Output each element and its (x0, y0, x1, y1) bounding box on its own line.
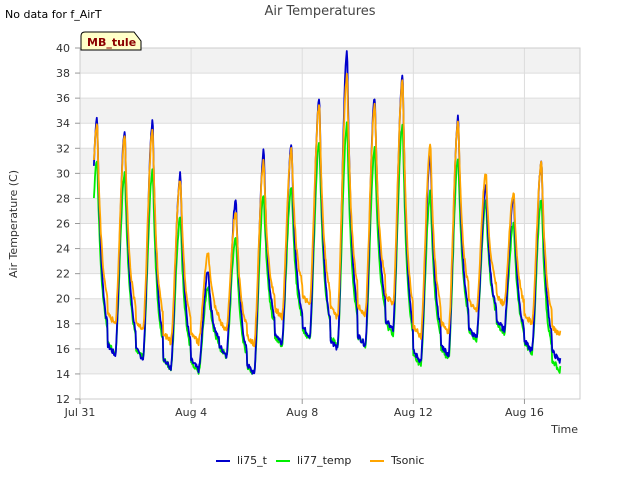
x-tick-label: Aug 4 (175, 406, 207, 419)
station-badge-box (80, 31, 142, 51)
y-tick-label: 22 (56, 268, 70, 281)
station-badge-label: MB_tule (87, 36, 136, 49)
y-tick-label: 26 (56, 218, 70, 231)
band (80, 248, 580, 274)
x-axis-title: Time (550, 423, 578, 436)
band (80, 348, 580, 374)
series-line-tsonic (93, 72, 562, 348)
x-tick-label: Aug 12 (394, 406, 433, 419)
band (80, 73, 580, 99)
legend-label: li75_t (237, 454, 268, 467)
chart-title: Air Temperatures (264, 4, 375, 19)
y-tick-label: 24 (56, 243, 70, 256)
band (80, 223, 580, 249)
x-tick-label: Jul 31 (64, 406, 96, 419)
x-tick-label: Aug 16 (505, 406, 544, 419)
y-tick-label: 30 (56, 167, 70, 180)
y-axis-ticks: 12 14 16 18 20 22 24 26 28 30 32 34 36 38 40 (56, 42, 80, 406)
y-tick-label: 20 (56, 293, 70, 306)
y-tick-label: 36 (56, 92, 70, 105)
band (80, 98, 580, 124)
y-tick-label: 34 (56, 117, 70, 130)
legend-label: Tsonic (390, 454, 424, 467)
y-tick-label: 14 (56, 368, 70, 381)
legend: li75_t li77_temp Tsonic (216, 454, 424, 467)
band (80, 123, 580, 149)
legend-label: li77_temp (297, 454, 351, 467)
y-tick-label: 18 (56, 318, 70, 331)
station-badge: MB_tule (80, 31, 142, 51)
y-tick-label: 28 (56, 192, 70, 205)
band (80, 373, 580, 399)
band (80, 48, 580, 74)
y-tick-label: 32 (56, 142, 70, 155)
y-tick-label: 38 (56, 67, 70, 80)
x-tick-label: Aug 8 (286, 406, 318, 419)
band (80, 173, 580, 199)
x-axis-ticks: Jul 31 Aug 4 Aug 8 Aug 12 Aug 16 (64, 399, 544, 419)
band (80, 198, 580, 224)
y-tick-label: 16 (56, 343, 70, 356)
band (80, 148, 580, 174)
y-tick-label: 40 (56, 42, 70, 55)
y-tick-label: 12 (56, 393, 70, 406)
y-axis-title: Air Temperature (C) (7, 170, 20, 278)
series-lines (93, 50, 562, 375)
no-data-notice: No data for f_AirT (5, 8, 102, 21)
series-line-li75-t (93, 50, 562, 375)
